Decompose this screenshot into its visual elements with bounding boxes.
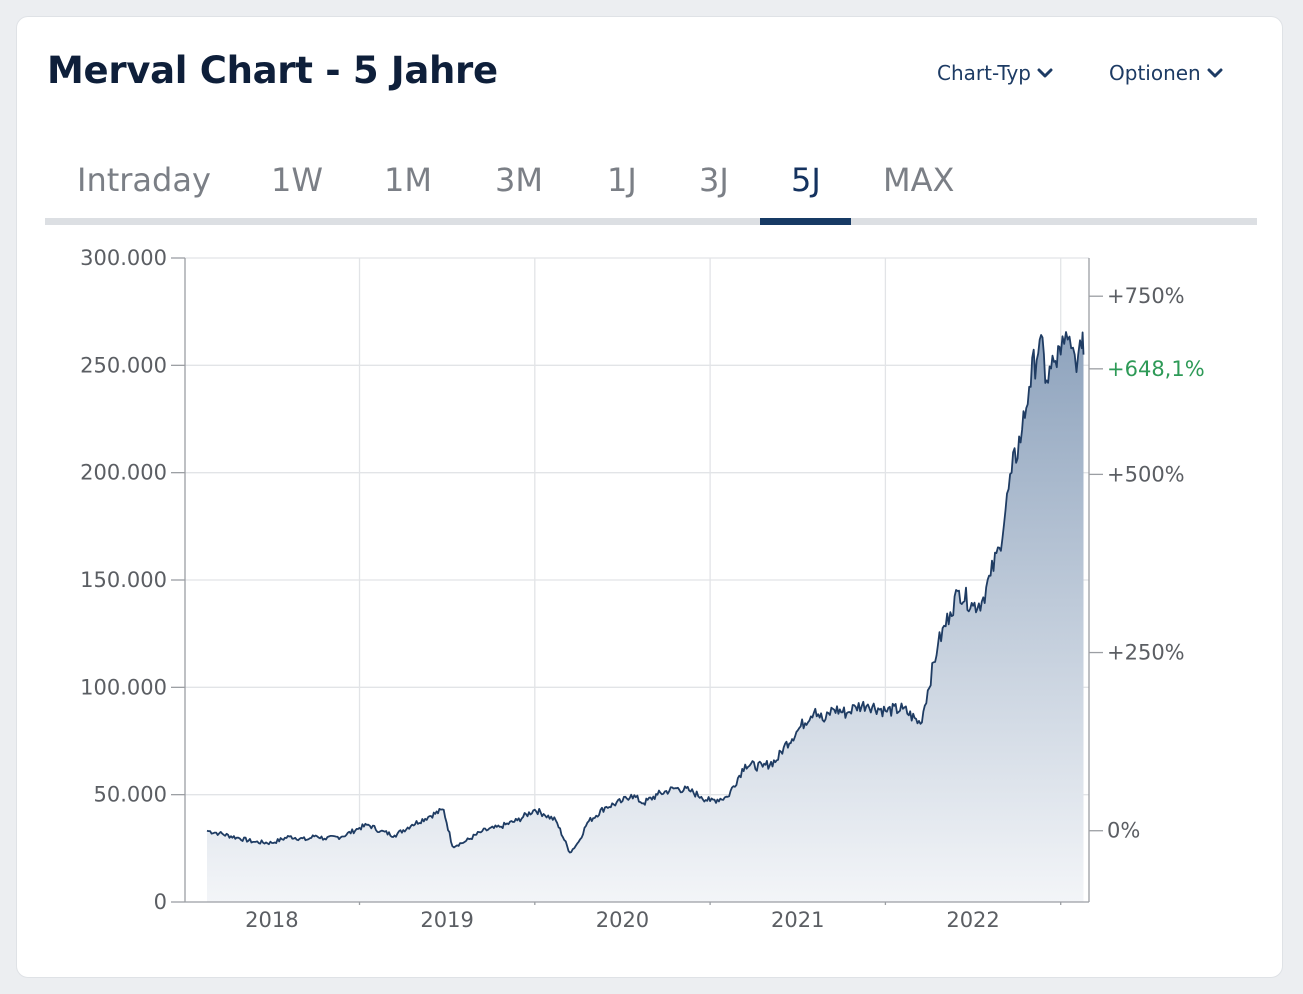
y-tick-label: 0 bbox=[154, 890, 167, 914]
y-tick-label: 50.000 bbox=[94, 783, 167, 807]
timeframe-tabs: Intraday 1W 1M 3M 1J 3J 5J MAX bbox=[45, 147, 1257, 225]
chart-type-menu[interactable]: Chart-Typ bbox=[937, 61, 1053, 85]
chevron-down-icon bbox=[1037, 68, 1053, 77]
pct-tick-label: +500% bbox=[1107, 462, 1185, 486]
axes: 0 50.000 100.000 150.000 200.000 250.000 300.0… bbox=[80, 246, 1205, 932]
x-tick-label: 2022 bbox=[946, 908, 999, 932]
y-tick-label: 300.000 bbox=[80, 246, 167, 270]
x-tick-label: 2020 bbox=[596, 908, 649, 932]
tab-3j[interactable]: 3J bbox=[699, 161, 729, 199]
price-line bbox=[206, 331, 1085, 854]
y-tick-label: 200.000 bbox=[80, 461, 167, 485]
chart-type-label: Chart-Typ bbox=[937, 61, 1031, 85]
y-tick-label: 150.000 bbox=[80, 568, 167, 592]
tab-1w[interactable]: 1W bbox=[271, 161, 323, 199]
tab-1m[interactable]: 1M bbox=[384, 161, 432, 199]
page-title: Merval Chart - 5 Jahre bbox=[47, 49, 498, 92]
tab-5j[interactable]: 5J bbox=[791, 161, 821, 199]
tab-1j[interactable]: 1J bbox=[607, 161, 637, 199]
options-label: Optionen bbox=[1109, 61, 1201, 85]
y-tick-label: 100.000 bbox=[80, 675, 167, 699]
x-tick-label: 2018 bbox=[245, 908, 298, 932]
pct-tick-label: +750% bbox=[1107, 284, 1185, 308]
options-menu[interactable]: Optionen bbox=[1109, 61, 1223, 85]
current-change-label: +648,1% bbox=[1107, 357, 1205, 381]
x-tick-label: 2019 bbox=[420, 908, 473, 932]
chevron-down-icon bbox=[1207, 68, 1223, 77]
pct-tick-label: +250% bbox=[1107, 641, 1185, 665]
active-tab-indicator bbox=[760, 218, 851, 225]
pct-tick-label: 0% bbox=[1107, 819, 1140, 843]
x-tick-label: 2021 bbox=[771, 908, 824, 932]
price-area bbox=[207, 332, 1084, 902]
tab-3m[interactable]: 3M bbox=[495, 161, 543, 199]
y-tick-label: 250.000 bbox=[80, 353, 167, 377]
tab-max[interactable]: MAX bbox=[883, 161, 955, 199]
tab-intraday[interactable]: Intraday bbox=[77, 161, 211, 199]
